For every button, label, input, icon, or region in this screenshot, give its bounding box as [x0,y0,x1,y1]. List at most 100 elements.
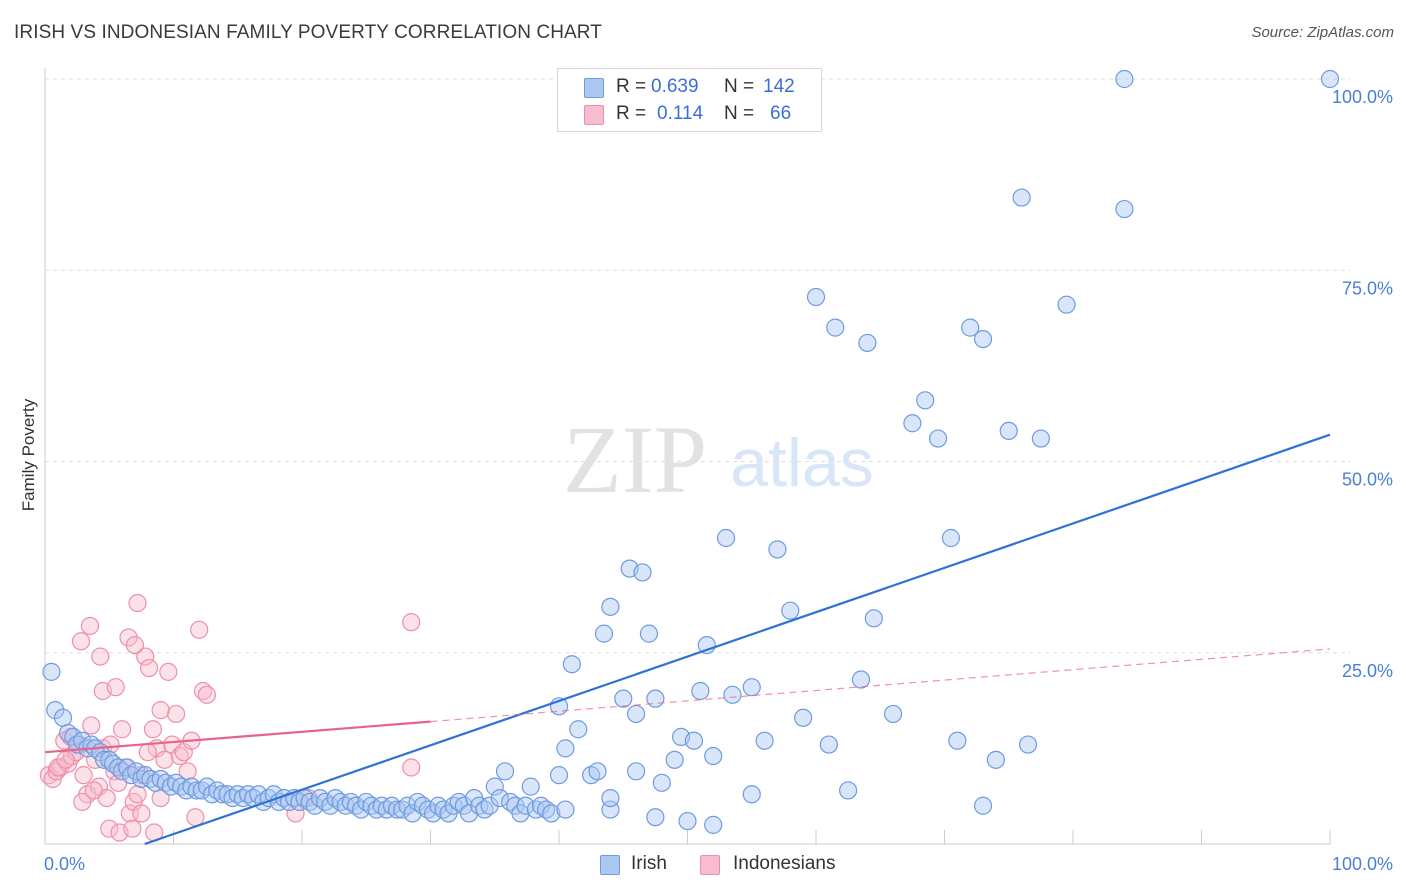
indonesians-point [56,750,75,769]
irish-point [665,750,684,769]
irish-point [95,750,114,769]
source-label: Source: ZipAtlas.com [1251,24,1394,41]
irish-point [387,800,407,819]
irish-point [556,800,575,819]
indonesians-point [136,647,155,666]
irish-point [652,773,671,792]
irish-point [516,796,535,815]
indonesians-point [125,635,145,655]
irish-point [601,597,620,616]
trend-lines [44,433,1331,846]
watermark-zip: ZIP [563,406,707,513]
indonesians-point [84,781,103,800]
legend-n-value: 142 [763,76,795,97]
indonesians-point [132,804,151,823]
bottom-legend-swatch-irish [600,855,620,875]
irish-point [1320,69,1340,89]
chart-title: IRISH VS INDONESIAN FAMILY POVERTY CORRE… [14,22,602,43]
irish-point [1012,188,1031,207]
irish-point [1018,735,1038,754]
irish-point [626,704,646,724]
bottom-legend-indonesians: Indonesians [733,853,836,874]
irish-point [851,670,871,689]
y-tick-label: 100.0% [1332,87,1393,107]
irish-point [556,739,575,758]
irish-point [480,796,499,815]
irish-point [839,781,858,800]
irish-point [928,429,948,448]
indonesians-point [128,785,147,804]
irish-point [1031,429,1050,448]
indonesians-point [151,701,170,720]
irish-point [646,689,665,708]
indonesians-point [197,685,217,704]
indonesians-point [178,762,197,781]
irish-point [601,788,620,808]
irish-point [403,804,422,823]
indonesians-point [106,678,125,697]
legend-n-label: N = [724,76,755,97]
legend-n-value: 66 [770,103,792,124]
watermark: ZIP atlas [563,406,874,513]
legend-swatch-irish [584,78,604,98]
watermark-atlas: atlas [730,425,874,501]
grid-lines [44,68,1350,845]
irish-point [742,678,761,697]
irish-point [948,731,967,750]
legend-swatch-indonesians [584,105,604,125]
indonesians-trend-line [44,720,431,754]
indonesians-point [91,647,110,666]
indonesians-point [128,593,147,613]
irish-point [485,777,504,796]
indonesians-point [190,620,209,639]
irish-point [806,287,826,307]
irish-trend-line [144,433,1331,846]
irish-point [187,781,206,800]
irish-point [588,762,607,781]
irish-point [549,766,569,785]
indonesians-point [139,658,159,678]
irish-point [46,701,65,720]
irish-point [986,750,1006,769]
irish-point [569,720,588,739]
indonesians-point [73,792,92,812]
legend-r-label: R = [616,103,647,124]
y-tick-label: 50.0% [1342,470,1393,490]
irish-point [941,528,961,548]
irish-point [633,563,652,582]
irish-point [916,391,935,410]
indonesians-point [112,720,132,739]
indonesians-point [155,750,174,769]
indonesians-point [402,613,421,632]
irish-point [639,624,659,643]
irish-point [542,804,561,823]
indonesians-point [143,720,163,739]
indonesians-point [138,743,157,762]
irish-point [562,655,581,674]
x-tick-label: 0.0% [44,854,85,874]
irish-point [490,788,509,808]
x-tick-label: 100.0% [1332,854,1393,874]
indonesians-point [159,662,178,681]
indonesians-point [101,735,120,754]
irish-point [903,414,922,433]
irish-point [864,609,883,628]
irish-point [42,662,61,681]
tick-labels: 100.0% 75.0% 50.0% 25.0% 0.0% 100.0% [44,87,1393,874]
legend-row-irish: R = 0.639 N = 142 [558,74,821,100]
irish-point [961,318,980,337]
bottom-legend-irish: Irish [631,853,667,874]
irish-point [704,746,723,766]
irish-point [53,708,73,727]
irish-point [742,785,761,804]
irish-point [678,811,697,831]
irish-point [691,681,710,701]
irish-point [755,731,774,750]
irish-point [819,735,838,754]
indonesians-point [82,716,101,735]
indonesians-point [402,758,421,777]
legend-row-indonesians: R = 0.114 N = 66 [558,101,821,127]
irish-point [716,528,736,548]
irish-point [768,540,787,559]
